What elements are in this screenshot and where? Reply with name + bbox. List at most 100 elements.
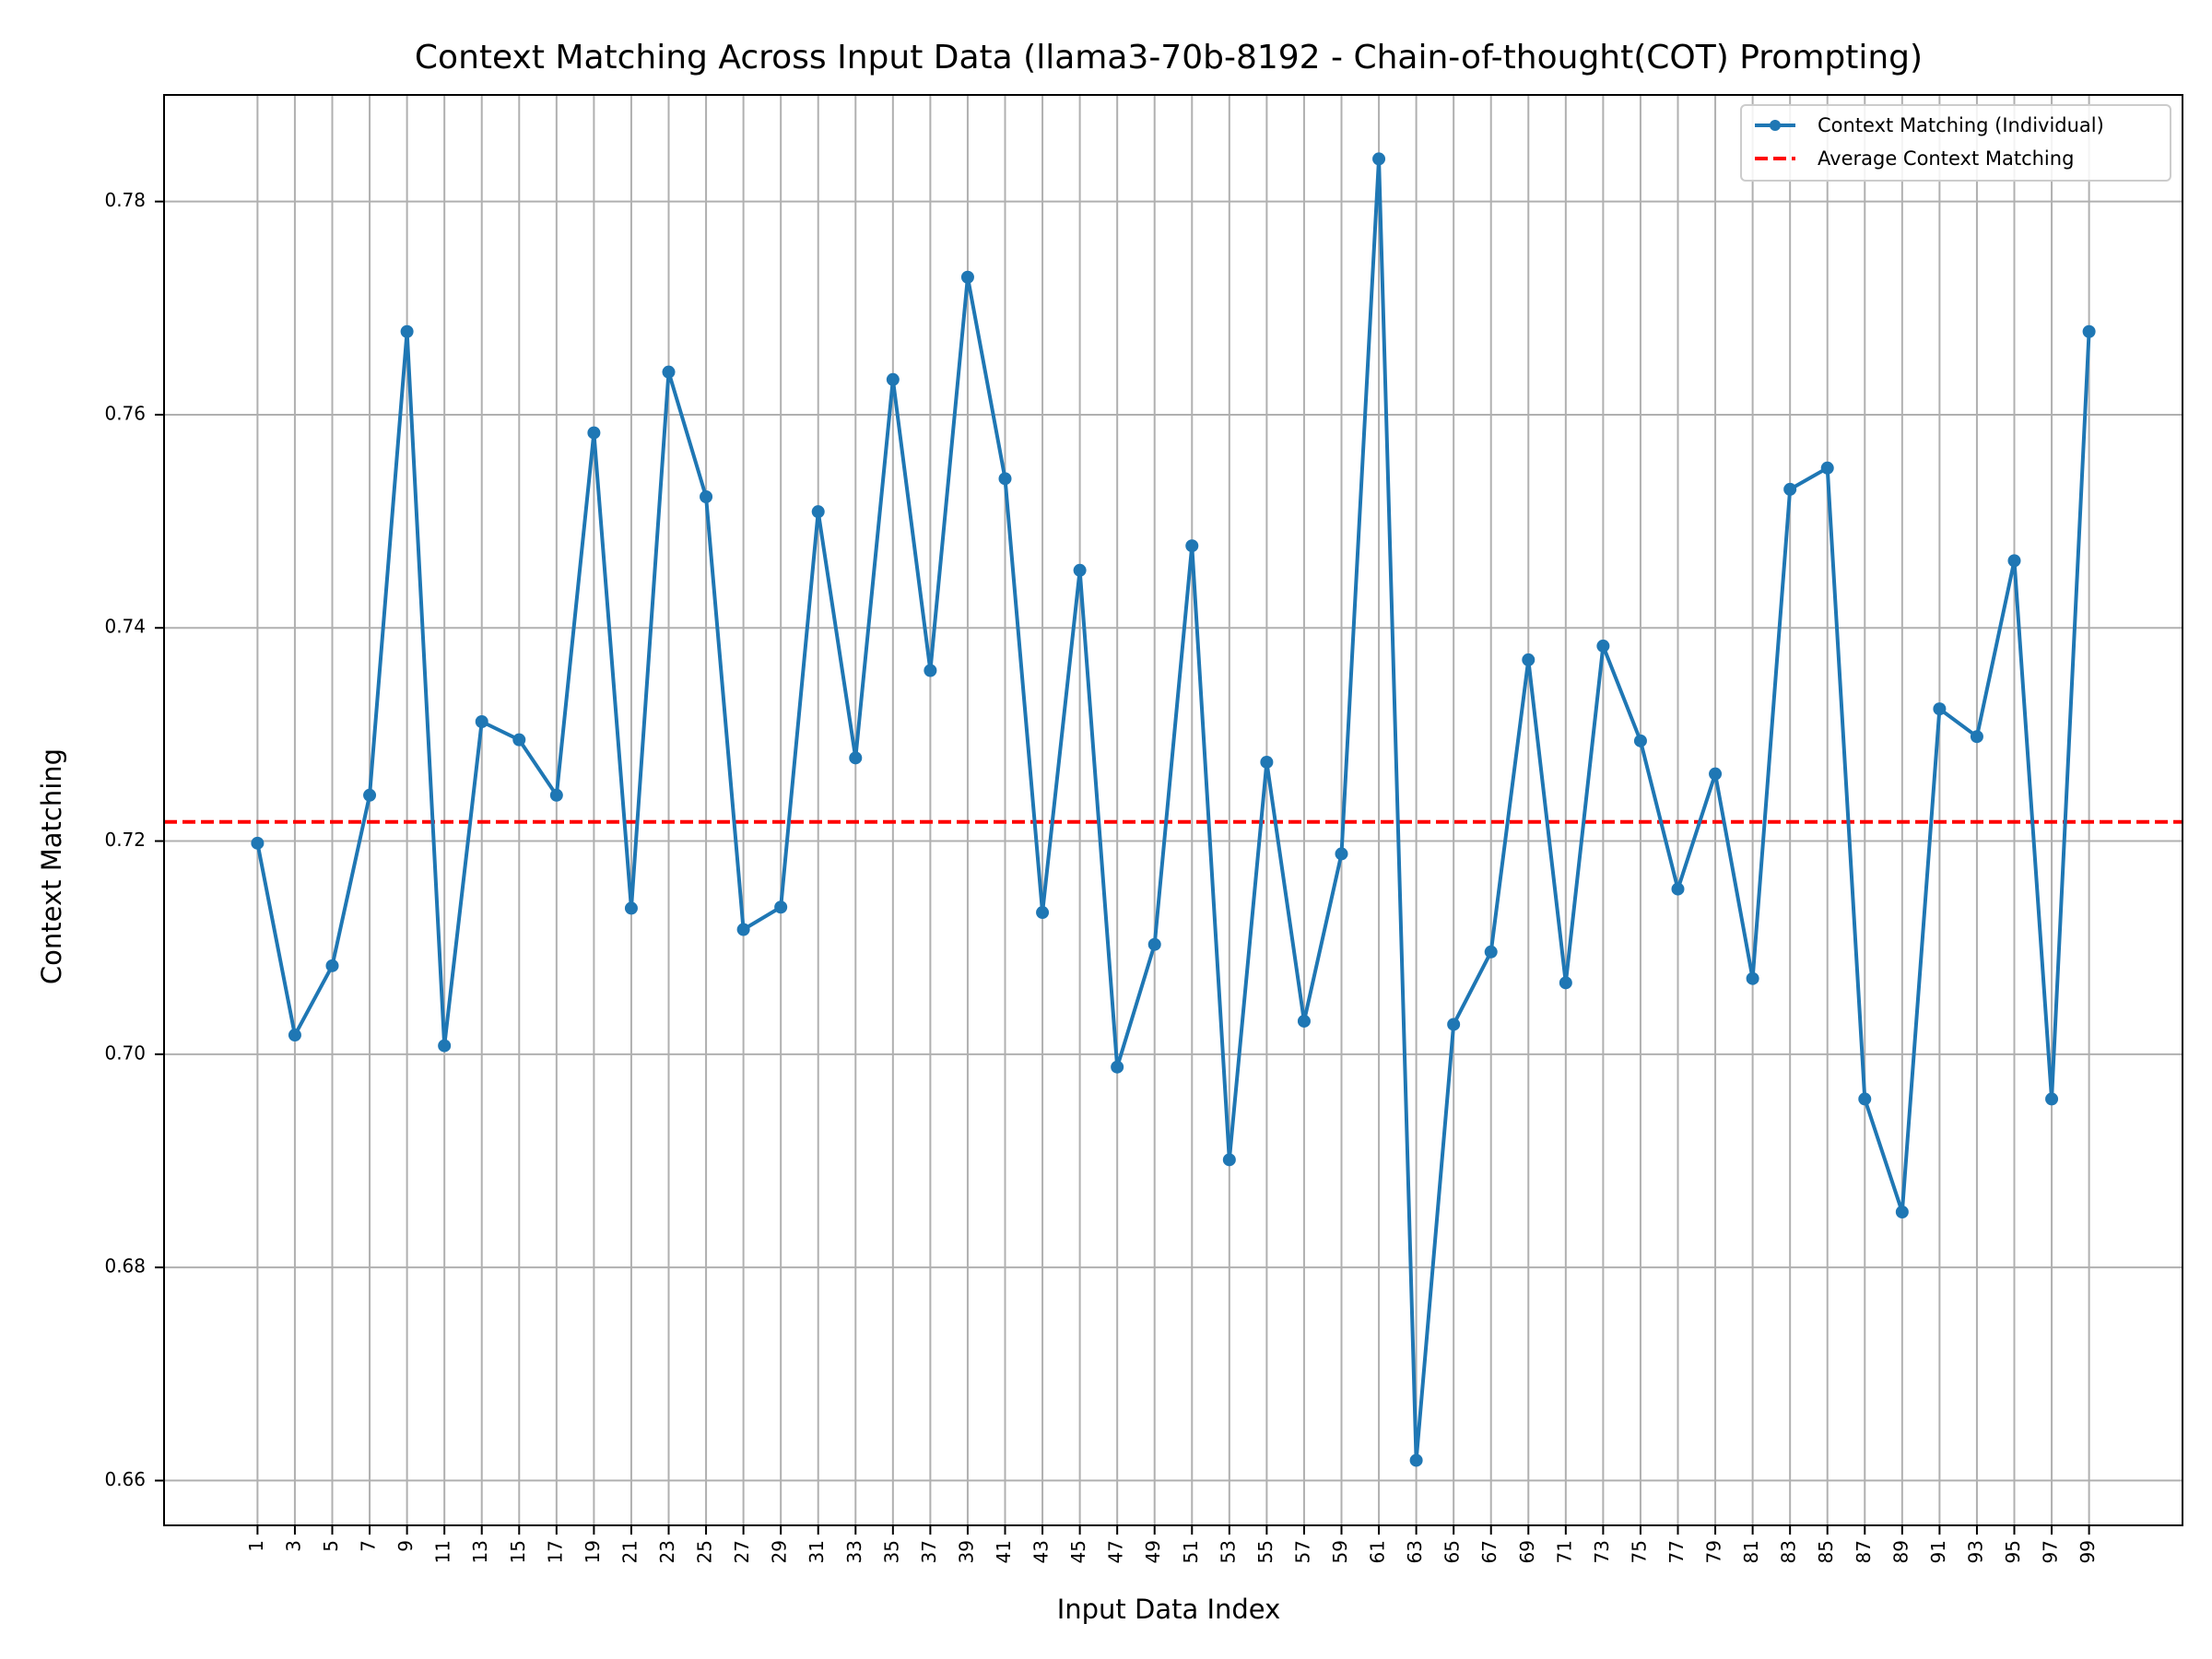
x-tick-label: 65 [1441, 1540, 1464, 1563]
x-tick-label: 23 [656, 1540, 678, 1563]
x-tick-label: 29 [769, 1540, 791, 1563]
x-tick-label: 19 [582, 1540, 604, 1563]
data-point [1147, 937, 1161, 951]
data-point [624, 901, 638, 915]
data-point [1895, 1205, 1909, 1218]
data-point [1746, 971, 1759, 985]
data-point [1783, 482, 1797, 496]
data-point [363, 788, 377, 802]
data-point [998, 472, 1012, 486]
data-point [662, 365, 676, 379]
x-tick-label: 25 [694, 1540, 716, 1563]
legend: Context Matching (Individual) Average Co… [1740, 104, 2171, 182]
data-point [1185, 539, 1199, 553]
data-point [1970, 730, 1983, 744]
x-tick-label: 9 [394, 1540, 417, 1552]
x-tick-label: 69 [1516, 1540, 1538, 1563]
data-point [1933, 702, 1947, 716]
x-tick-label: 87 [1853, 1540, 1875, 1563]
data-point [475, 715, 488, 729]
x-tick-label: 89 [1889, 1540, 1912, 1563]
x-tick-label: 59 [1329, 1540, 1351, 1563]
x-tick-label: 13 [469, 1540, 491, 1563]
data-point [325, 959, 339, 972]
x-tick-label: 51 [1180, 1540, 1202, 1563]
data-point [1036, 906, 1050, 920]
data-point [774, 900, 788, 914]
data-point [512, 733, 526, 747]
x-tick-label: 77 [1665, 1540, 1688, 1563]
data-point [1671, 882, 1685, 896]
data-point [1709, 767, 1723, 781]
data-point [1260, 755, 1274, 769]
x-tick-label: 3 [282, 1540, 304, 1552]
data-point [438, 1039, 452, 1053]
chart-title: Context Matching Across Input Data (llam… [415, 39, 1923, 76]
data-point [1222, 1153, 1236, 1167]
plot-frame [163, 94, 2183, 1526]
data-point [2082, 324, 2096, 338]
y-tick-label: 0.66 [104, 1468, 146, 1490]
legend-marker-individual [1770, 120, 1781, 131]
x-tick-label: 41 [993, 1540, 1015, 1563]
x-tick-label: 37 [918, 1540, 940, 1563]
data-point [1073, 563, 1087, 577]
data-point [960, 270, 974, 284]
data-point [1633, 734, 1647, 747]
x-axis: 1 3 5 7 9 11 13 15 17 19 21 23 25 27 29 31 33 35 37 39 41 43 4… [245, 1525, 2099, 1563]
x-tick-label: 55 [1254, 1540, 1277, 1563]
y-tick-label: 0.72 [104, 829, 146, 851]
x-tick-label: 85 [1815, 1540, 1837, 1563]
x-tick-label: 71 [1553, 1540, 1575, 1563]
x-tick-label: 47 [1105, 1540, 1127, 1563]
x-tick-label: 95 [2002, 1540, 2024, 1563]
legend-box [1740, 104, 2171, 182]
x-tick-label: 91 [1927, 1540, 1949, 1563]
x-tick-label: 7 [358, 1540, 380, 1552]
data-point [1372, 152, 1386, 166]
data-point [251, 836, 265, 850]
y-tick-label: 0.70 [104, 1041, 146, 1064]
x-tick-label: 79 [1703, 1540, 1725, 1563]
data-point [1335, 847, 1348, 861]
data-point [1447, 1018, 1461, 1031]
data-point [1820, 461, 1834, 475]
x-tick-label: 75 [1628, 1540, 1650, 1563]
data-point [1522, 653, 1535, 666]
data-point [1858, 1092, 1872, 1106]
x-axis-label: Input Data Index [1057, 1594, 1281, 1625]
x-tick-label: 27 [731, 1540, 753, 1563]
data-point [849, 751, 863, 765]
data-point [1297, 1014, 1311, 1028]
x-tick-label: 31 [806, 1540, 828, 1563]
x-tick-label: 81 [1740, 1540, 1762, 1563]
x-tick-label: 99 [2077, 1540, 2099, 1563]
data-point [400, 324, 414, 338]
x-tick-label: 93 [1964, 1540, 1986, 1563]
x-tick-label: 83 [1778, 1540, 1800, 1563]
data-point [587, 426, 601, 440]
data-point [2045, 1092, 2059, 1106]
x-tick-label: 1 [245, 1540, 267, 1552]
data-point [924, 664, 937, 677]
series-line [255, 157, 2091, 1463]
y-tick-label: 0.68 [104, 1255, 146, 1277]
x-tick-label: 39 [955, 1540, 977, 1563]
data-point [1484, 945, 1498, 959]
legend-label-individual: Context Matching (Individual) [1818, 114, 2104, 136]
x-tick-label: 21 [618, 1540, 641, 1563]
x-tick-label: 17 [544, 1540, 566, 1563]
data-point [811, 505, 825, 519]
x-tick-label: 57 [1291, 1540, 1313, 1563]
x-tick-label: 33 [843, 1540, 865, 1563]
x-tick-label: 53 [1217, 1540, 1239, 1563]
series-group [251, 152, 2096, 1467]
data-point [2007, 554, 2021, 568]
x-tick-label: 61 [1367, 1540, 1389, 1563]
data-point [1111, 1060, 1124, 1074]
data-point [1409, 1453, 1423, 1467]
y-axis: 0.66 0.68 0.70 0.72 0.74 0.76 0.78 [104, 189, 164, 1490]
data-point [1596, 639, 1610, 653]
